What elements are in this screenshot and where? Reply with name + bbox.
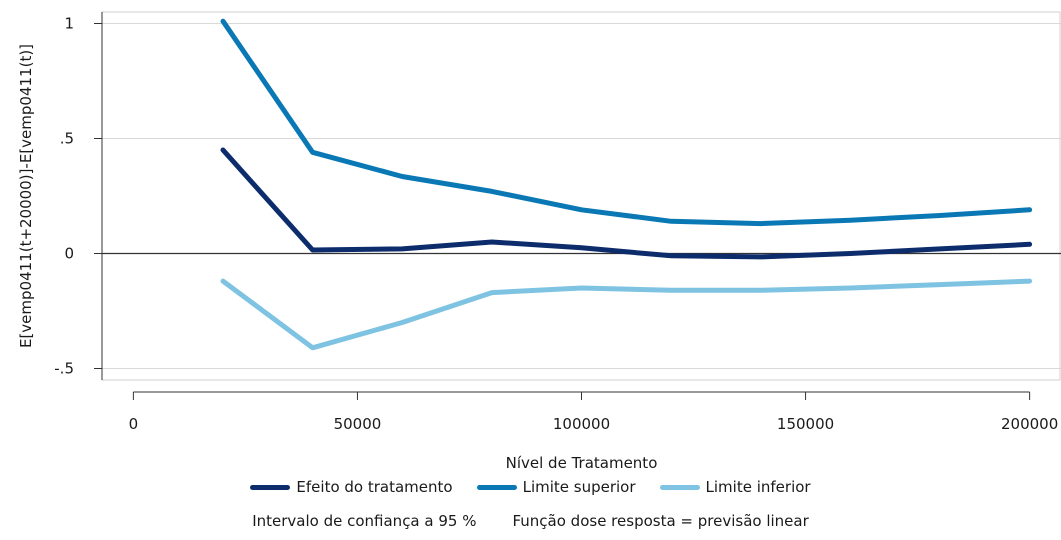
dose-response-note: Função dose resposta = previsão linear [512,512,809,530]
legend-item-upper: Limite superior [476,478,636,496]
legend-item-lower: Limite inferior [659,478,811,496]
y-tick-label: .5 [60,130,74,148]
confidence-note: Intervalo de confiança a 95 % [252,512,477,530]
x-tick-label: 150000 [777,415,834,433]
y-tick-label: 1 [64,15,74,33]
x-tick-label: 0 [129,415,139,433]
legend-swatch-upper [476,484,517,490]
series-line-0 [220,147,1033,260]
y-tick-label: -.5 [54,360,74,378]
x-tick-label: 50000 [334,415,382,433]
legend-label-effect: Efeito do tratamento [296,478,453,496]
series-line-1 [220,18,1033,227]
legend-label-upper: Limite superior [522,478,636,496]
x-axis-title: Nível de Tratamento [506,454,658,472]
chart: 1 .5 0 -.5 0 50000 100000 150000 200000 Nível de … [17,11,1061,472]
x-tick-label: 100000 [553,415,610,433]
y-tick-label: 0 [64,245,74,263]
legend: Efeito do tratamento Limite superior Lim… [0,478,1061,496]
series-line-2 [220,278,1033,351]
legend-item-effect: Efeito do tratamento [250,478,453,496]
legend-swatch-effect [250,484,291,490]
chart-notes: Intervalo de confiança a 95 % Função dos… [0,512,1061,530]
x-tick-label: 200000 [1001,415,1058,433]
legend-swatch-lower [659,484,700,490]
y-axis-title: E[vemp0411(t+20000)]-E[vemp0411(t)] [17,44,35,348]
plot-frame [101,11,1061,381]
legend-label-lower: Limite inferior [705,478,811,496]
